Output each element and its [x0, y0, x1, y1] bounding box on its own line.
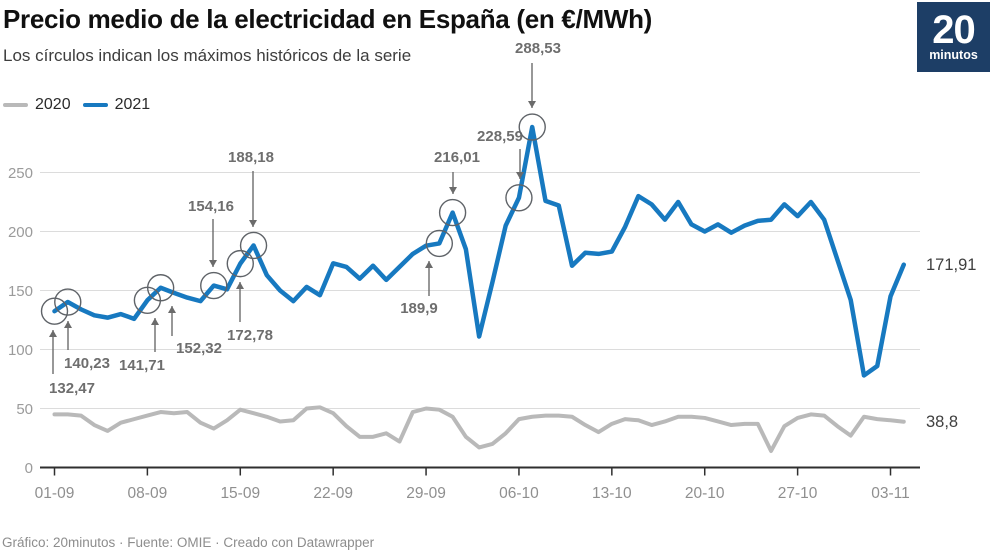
record-circle: [518, 113, 546, 141]
annotation-arrowhead: [425, 261, 433, 268]
annotation-label: 172,78: [227, 327, 273, 344]
record-circle: [438, 198, 467, 227]
logo-wordmark: minutos: [929, 47, 978, 62]
x-axis-tick-label: 20-10: [685, 485, 725, 502]
annotation-label: 152,32: [176, 340, 222, 357]
legend-label-2021: 2021: [114, 96, 151, 113]
y-axis-label: 0: [25, 460, 33, 477]
annotation-label: 140,23: [64, 355, 110, 372]
logo-number: 20: [932, 7, 975, 52]
annotation-label: 154,16: [188, 198, 234, 215]
x-axis-tick-label: 27-10: [778, 485, 818, 502]
record-circle: [226, 249, 254, 278]
record-circle: [505, 184, 533, 212]
annotation-arrowhead: [516, 172, 524, 179]
x-axis-tick-label: 06-10: [499, 485, 539, 502]
end-value-label-2020: 38,8: [926, 413, 958, 431]
annotation-arrowhead: [528, 101, 536, 108]
x-axis-tick-label: 08-09: [128, 485, 168, 502]
y-axis-label: 150: [8, 283, 33, 300]
record-circle: [425, 229, 454, 258]
y-axis-label: 50: [16, 401, 33, 418]
annotation-arrowhead: [236, 282, 244, 289]
series-line-2021: [52, 124, 907, 378]
legend-item-2021: 2021: [82, 96, 151, 114]
logo-20minutos: 20 minutos: [917, 2, 990, 72]
series-line-2020: [52, 405, 906, 453]
legend-label-2020: 2020: [35, 96, 71, 113]
record-circle: [54, 288, 82, 316]
x-axis-tick-label: 01-09: [35, 485, 75, 502]
annotation-arrowhead: [64, 321, 72, 328]
end-value-label-2021: 171,91: [926, 256, 976, 274]
annotation-arrowhead: [209, 260, 217, 267]
annotation-arrowhead: [151, 318, 159, 325]
annotation-label: 188,18: [228, 149, 274, 166]
annotation-arrowhead: [249, 220, 257, 227]
annotation-label: 288,53: [515, 40, 561, 57]
annotation-label: 141,71: [119, 357, 165, 374]
legend: 2020 2021: [3, 96, 150, 114]
annotation-arrowhead: [49, 330, 57, 337]
legend-swatch-2020: [3, 103, 28, 107]
legend-swatch-2021: [82, 103, 108, 107]
record-circle: [146, 274, 175, 302]
x-axis-tick-label: 13-10: [592, 485, 632, 502]
annotation-label: 216,01: [434, 149, 480, 166]
page-subtitle: Los círculos indican los máximos históri…: [3, 46, 412, 65]
x-axis-tick-label: 03-11: [871, 485, 910, 502]
annotation-arrowhead: [449, 187, 457, 194]
x-axis-tick-label: 15-09: [220, 485, 260, 502]
record-circle: [200, 271, 228, 300]
page-title: Precio medio de la electricidad en Españ…: [3, 4, 653, 34]
y-axis-label: 250: [8, 165, 33, 182]
record-circle: [40, 297, 69, 325]
annotation-label: 228,59: [477, 128, 523, 145]
footer-credit: Gráfico: 20minutos · Fuente: OMIE · Crea…: [2, 535, 375, 550]
y-axis-label: 200: [8, 224, 33, 241]
annotation-arrowhead: [168, 306, 176, 313]
y-axis-label: 100: [8, 342, 33, 359]
annotation-label: 132,47: [49, 380, 95, 397]
x-axis-tick-label: 29-09: [406, 485, 446, 502]
record-circle: [239, 231, 268, 260]
legend-item-2020: 2020: [3, 96, 71, 114]
x-axis-tick-label: 22-09: [313, 485, 353, 502]
annotation-label: 189,9: [400, 300, 438, 317]
